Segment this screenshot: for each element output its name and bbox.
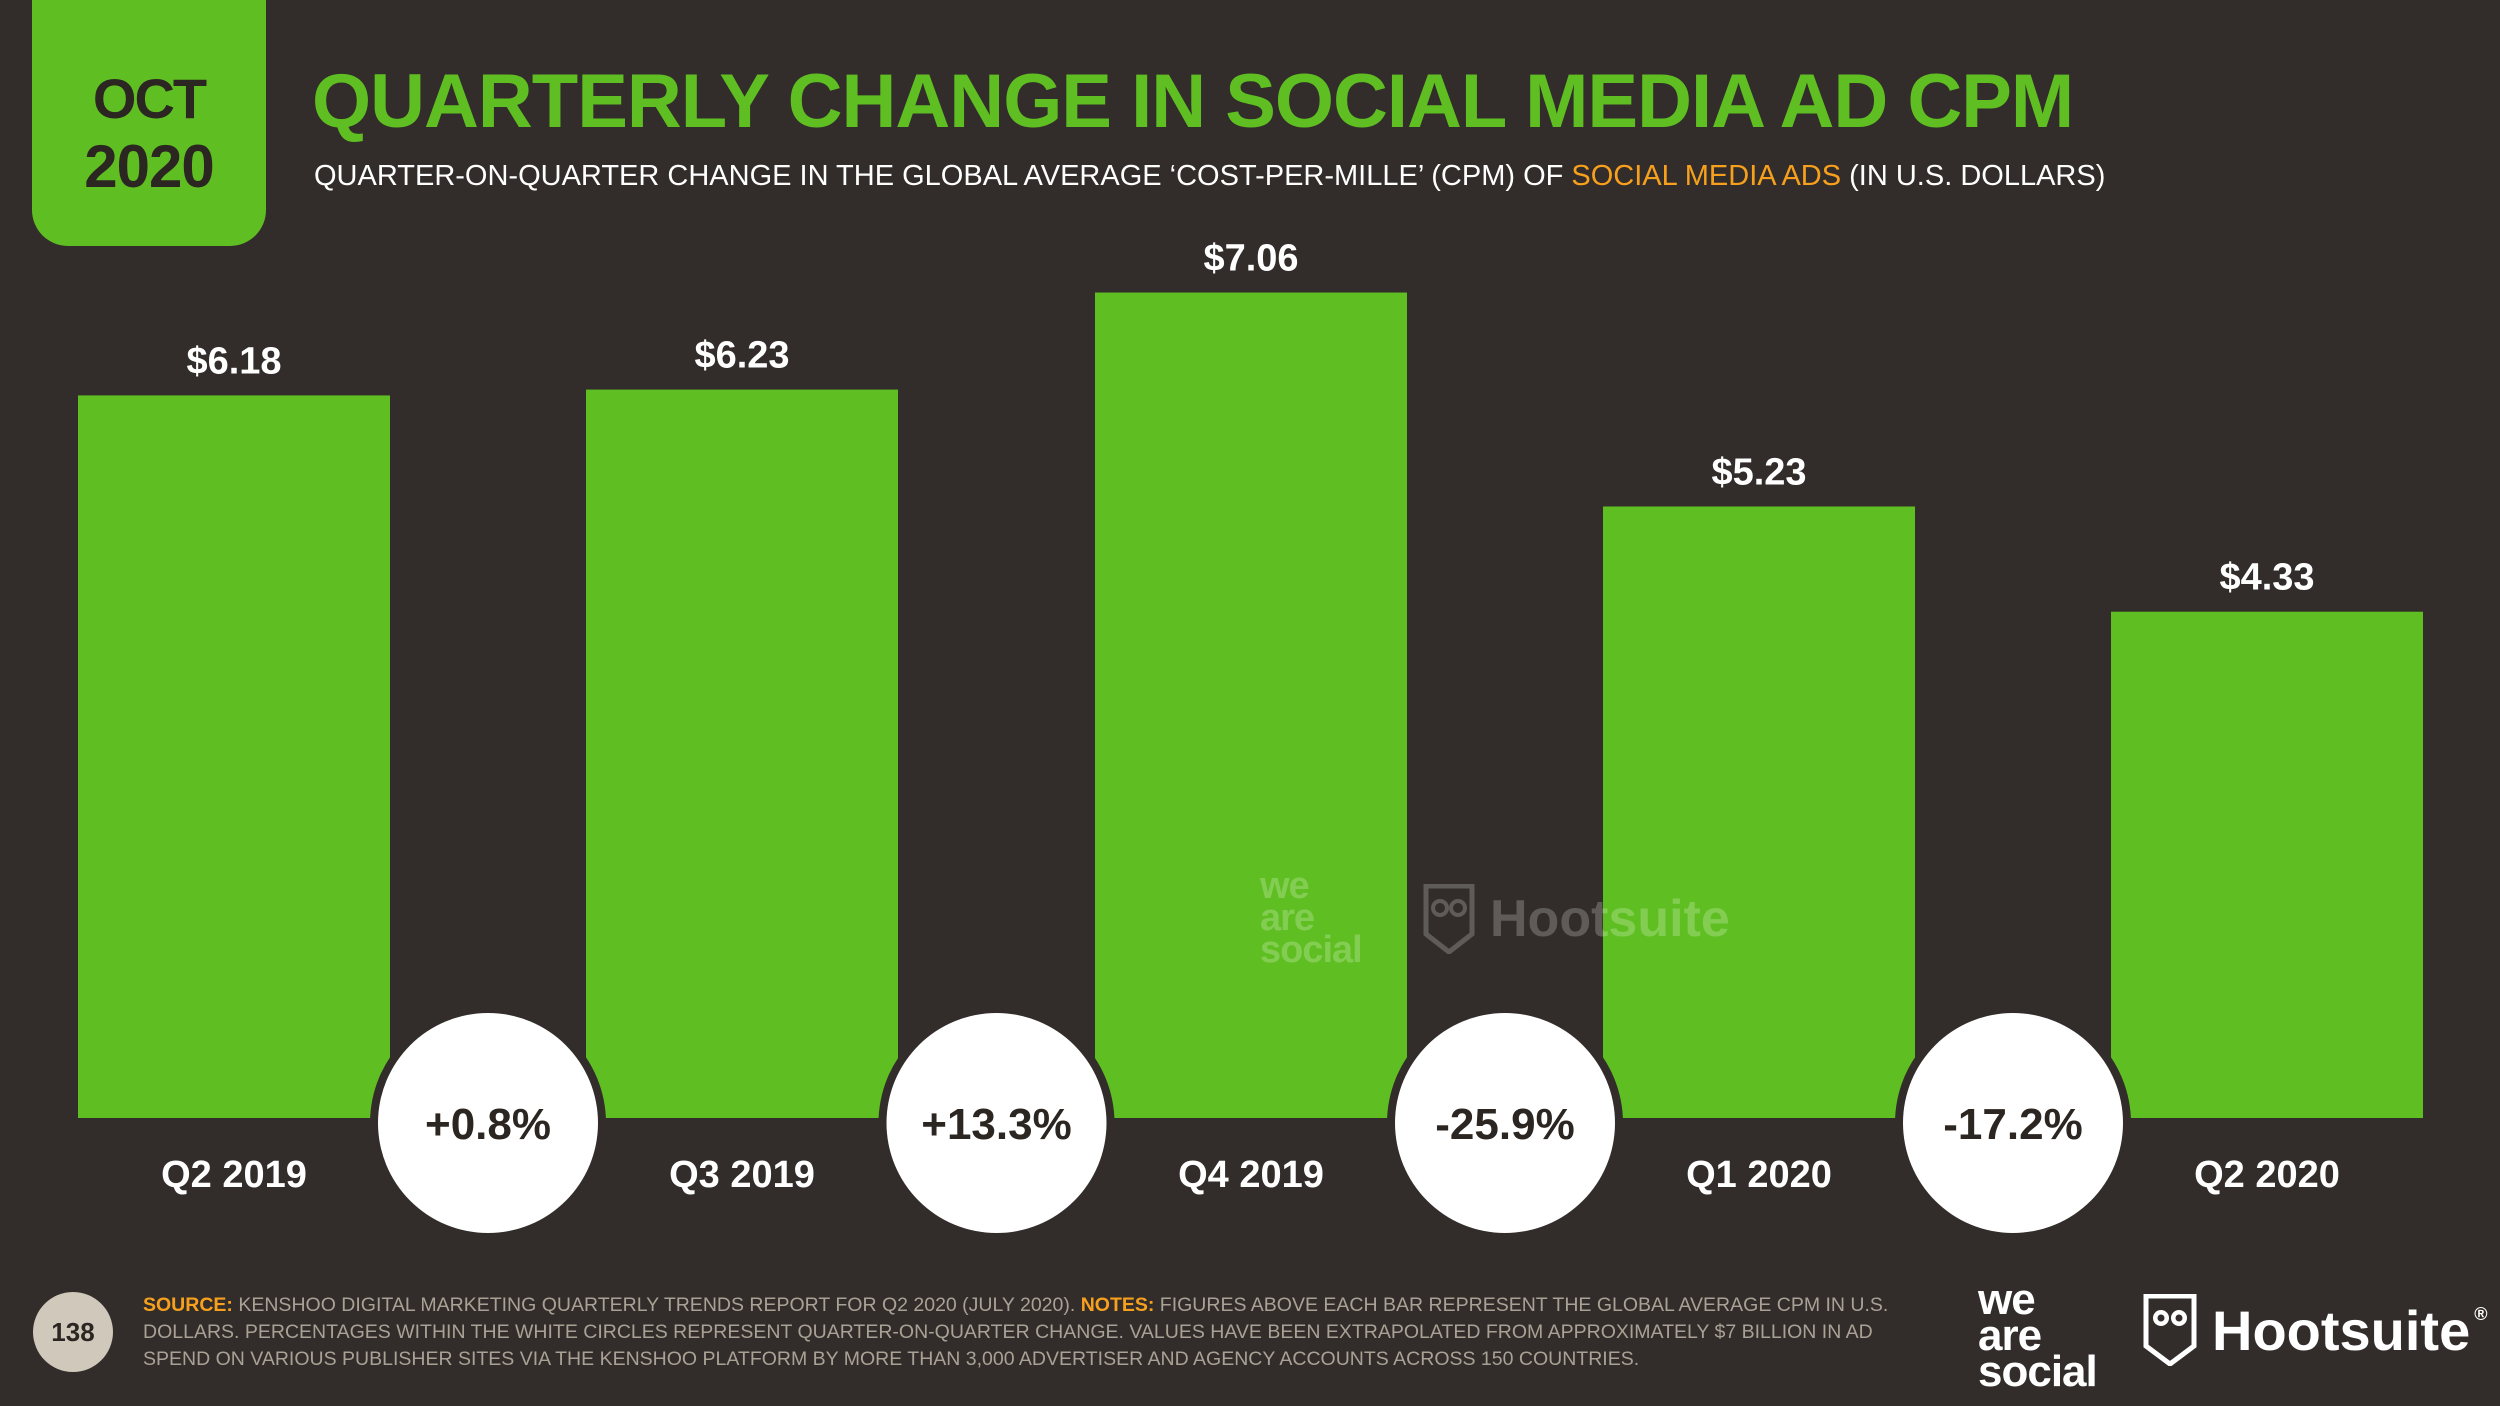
badge-year: 2020 [84, 133, 214, 200]
watermark-we: we [1260, 865, 1310, 907]
subtitle-suffix: (IN U.S. DOLLARS) [1841, 160, 2106, 192]
change-circle [886, 1013, 1107, 1233]
bar-value-label: $5.23 [1711, 451, 1806, 493]
badge-month: OCT [92, 67, 207, 130]
page-number: 138 [33, 1292, 113, 1372]
watermark-we-are-social: we are social [1260, 865, 1363, 971]
watermark-are: are [1260, 897, 1315, 939]
bar-chart: $6.18 Q2 2019 $6.23 Q3 2019 $7.06 Q4 2019 $5.2… [78, 237, 2423, 1241]
logo-social: social [1978, 1347, 2098, 1396]
hootsuite-owl-icon [2143, 1294, 2197, 1366]
x-tick-label: Q2 2020 [2194, 1154, 2340, 1196]
date-badge: OCT 2020 [32, 0, 266, 246]
watermark-social: social [1260, 929, 1363, 971]
source-label: SOURCE: [143, 1294, 233, 1316]
registered-mark: ® [2474, 1304, 2488, 1324]
page-subtitle: QUARTER-ON-QUARTER CHANGE IN THE GLOBAL … [314, 160, 2105, 193]
bar-3 [1095, 292, 1407, 1118]
bar-value-label: $6.18 [186, 340, 281, 382]
footnote: SOURCE: KENSHOO DIGITAL MARKETING QUARTE… [143, 1292, 1933, 1373]
we-are-social-logo: we are social [1978, 1275, 2098, 1396]
source-text: KENSHOO DIGITAL MARKETING QUARTERLY TREN… [232, 1294, 1081, 1316]
x-tick-label: Q3 2019 [669, 1154, 815, 1196]
notes-text: FIGURES ABOVE EACH BAR REPRESENT THE GLO… [143, 1294, 1889, 1370]
logo-we: we [1978, 1275, 2036, 1324]
change-label: -25.9% [1435, 1100, 1574, 1149]
notes-label: NOTES: [1080, 1294, 1155, 1316]
subtitle-highlight: SOCIAL MEDIA ADS [1571, 160, 1842, 192]
bars-layer: $6.18 Q2 2019 $6.23 Q3 2019 $7.06 Q4 2019 $5.2… [78, 238, 2423, 1196]
subtitle-text: QUARTER-ON-QUARTER CHANGE IN THE GLOBAL … [314, 160, 1572, 192]
x-tick-label: Q2 2019 [161, 1154, 307, 1196]
page-title: QUARTERLY CHANGE IN SOCIAL MEDIA AD CPM [312, 59, 2074, 144]
change-label: -17.2% [1943, 1100, 2082, 1149]
bar-4 [1603, 506, 1915, 1118]
logo-are: are [1978, 1311, 2042, 1360]
change-circle [378, 1013, 598, 1233]
bar-1 [78, 395, 390, 1118]
watermark-hootsuite-text: Hootsuite [1490, 890, 1730, 948]
change-label: +13.3% [921, 1100, 1071, 1149]
owl-icon [1423, 884, 1475, 954]
bar-value-label: $7.06 [1203, 238, 1298, 280]
bar-value-label: $6.23 [694, 335, 789, 377]
x-tick-label: Q1 2020 [1686, 1154, 1832, 1196]
hootsuite-logo-text: Hootsuite [2212, 1298, 2471, 1362]
watermark-hootsuite: Hootsuite [1422, 884, 1730, 954]
change-label: +0.8% [425, 1100, 551, 1149]
x-tick-label: Q4 2019 [1178, 1154, 1324, 1196]
bar-value-label: $4.33 [2219, 557, 2314, 599]
bar-2 [586, 389, 898, 1119]
change-circles-layer: +0.8% +13.3% -25.9% -17.2% [370, 1005, 2131, 1241]
bar-5 [2111, 611, 2423, 1118]
change-circle [1395, 1013, 1615, 1233]
change-circle [1903, 1013, 2123, 1233]
hootsuite-logo: Hootsuite ® [2142, 1290, 2487, 1370]
